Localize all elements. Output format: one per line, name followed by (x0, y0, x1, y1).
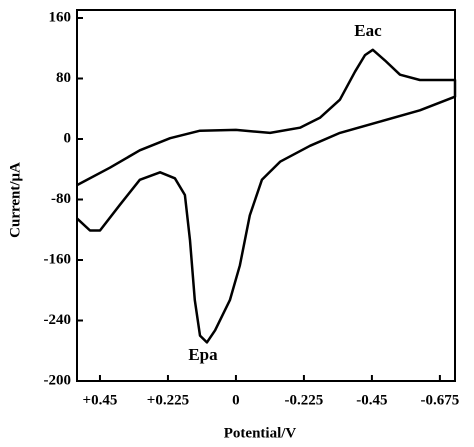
y-tick-label: -80 (51, 191, 71, 207)
plot-frame (76, 9, 456, 382)
x-axis-label: Potential/V (224, 425, 297, 441)
x-tick-label: -0.225 (285, 392, 324, 408)
cv-curve (76, 48, 457, 344)
y-tick-label: 0 (64, 130, 72, 146)
y-tick-label: 160 (49, 9, 72, 25)
x-tick-label: -0.45 (356, 392, 387, 408)
annotation: Eac (354, 21, 382, 40)
y-tick-label: -160 (44, 251, 72, 267)
y-tick-label: 80 (56, 70, 71, 86)
x-tick-label: +0.45 (83, 392, 118, 408)
y-axis-label: Current/μA (7, 162, 23, 238)
x-tick-label: -0.675 (421, 392, 460, 408)
annotation: Epa (188, 345, 218, 364)
x-tick-label: +0.225 (147, 392, 189, 408)
x-tick-label: 0 (232, 392, 240, 408)
y-tick-label: -200 (44, 372, 72, 388)
y-tick-label: -240 (44, 312, 72, 328)
